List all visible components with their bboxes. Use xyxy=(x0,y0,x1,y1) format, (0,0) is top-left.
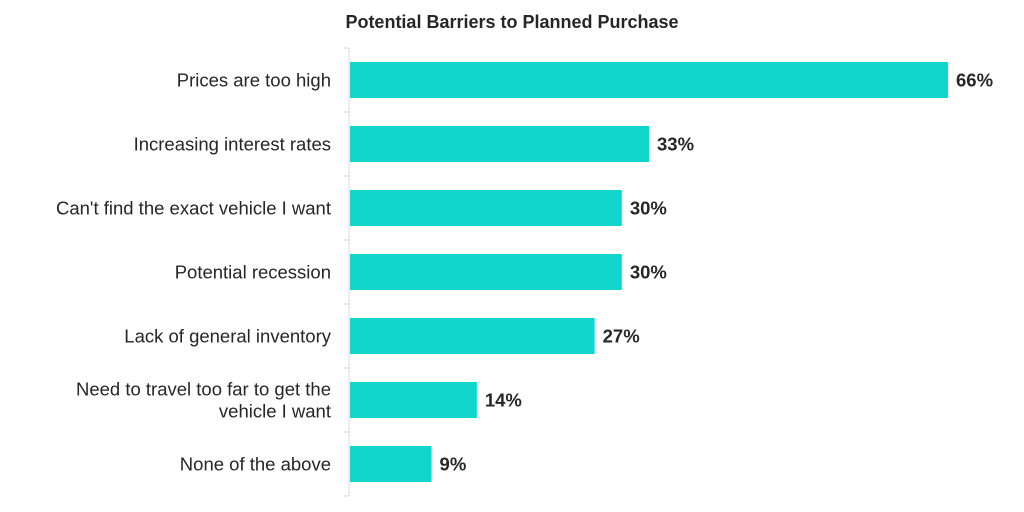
category-label-line: vehicle I want xyxy=(219,401,331,422)
value-label: 9% xyxy=(440,454,467,475)
bar xyxy=(350,318,595,354)
bar xyxy=(350,62,948,98)
bar xyxy=(350,446,432,482)
category-label-line: Need to travel too far to get the xyxy=(76,379,331,400)
value-label: 33% xyxy=(657,134,694,155)
bar xyxy=(350,254,622,290)
y-axis xyxy=(344,47,350,497)
category-label-line: Can't find the exact vehicle I want xyxy=(56,198,331,219)
category-label: Increasing interest rates xyxy=(134,134,331,155)
value-labels: 66% 33% 30% 30% 27% 14% 9% xyxy=(440,70,993,475)
category-label: Need to travel too far to get the vehicle… xyxy=(76,379,331,422)
value-label: 14% xyxy=(485,390,522,411)
value-label: 66% xyxy=(956,70,993,91)
category-label: Prices are too high xyxy=(177,70,331,91)
category-label-line: Increasing interest rates xyxy=(134,134,331,155)
bar xyxy=(350,382,477,418)
bar xyxy=(350,126,649,162)
category-label: Can't find the exact vehicle I want xyxy=(56,198,331,219)
category-label-line: Potential recession xyxy=(175,262,331,283)
category-label: None of the above xyxy=(180,454,331,475)
chart-title: Potential Barriers to Planned Purchase xyxy=(345,12,678,32)
category-label: Potential recession xyxy=(175,262,331,283)
category-label: Lack of general inventory xyxy=(124,326,331,347)
bar xyxy=(350,190,622,226)
category-labels: Prices are too high Increasing interest r… xyxy=(56,70,332,475)
value-label: 30% xyxy=(630,262,667,283)
category-label-line: Lack of general inventory xyxy=(124,326,331,347)
category-label-line: None of the above xyxy=(180,454,331,475)
category-label-line: Prices are too high xyxy=(177,70,331,91)
value-label: 30% xyxy=(630,198,667,219)
value-label: 27% xyxy=(603,326,640,347)
bars xyxy=(350,62,948,482)
